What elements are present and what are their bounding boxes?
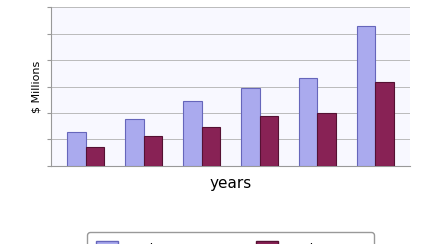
Bar <box>357 26 376 166</box>
Bar <box>85 147 104 166</box>
Bar <box>241 88 260 166</box>
Bar <box>201 127 220 166</box>
Bar <box>299 78 318 166</box>
Bar <box>376 82 394 166</box>
X-axis label: years: years <box>209 176 252 191</box>
Bar <box>67 132 85 166</box>
Bar <box>183 101 201 166</box>
Bar <box>260 116 278 166</box>
Y-axis label: $ Millions: $ Millions <box>31 61 41 113</box>
Bar <box>318 113 336 166</box>
Bar <box>125 119 143 166</box>
Bar <box>143 136 162 166</box>
Legend: Equipment 1, Equipment 2: Equipment 1, Equipment 2 <box>87 233 374 244</box>
